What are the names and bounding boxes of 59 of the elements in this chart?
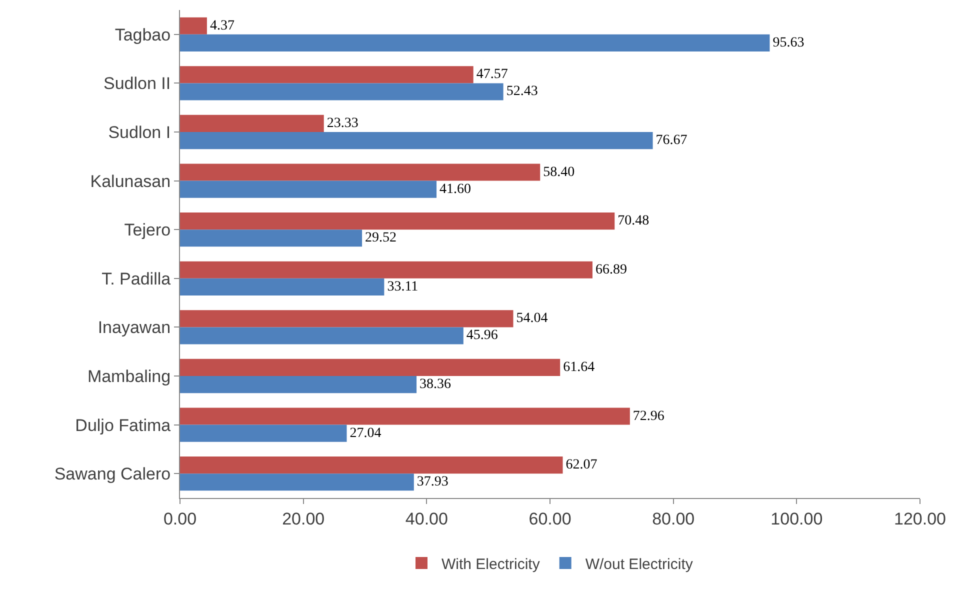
y-tick-label: T. Padilla (102, 269, 172, 288)
data-label: 54.04 (516, 311, 548, 326)
data-label: 72.96 (632, 408, 664, 424)
x-tick-label: 40.00 (405, 509, 448, 528)
bar (180, 261, 592, 278)
bar (180, 212, 615, 230)
y-tick-label: Tagbao (114, 25, 171, 44)
data-label: 23.33 (326, 116, 358, 131)
data-label: 52.43 (506, 84, 538, 100)
x-tick-label: 100.00 (770, 509, 823, 528)
data-label: 76.67 (656, 133, 688, 148)
bar (180, 310, 514, 328)
x-tick-label: 0.00 (163, 509, 197, 528)
bar (180, 230, 362, 247)
bar (180, 376, 417, 394)
data-label: 66.89 (595, 262, 627, 278)
data-label: 47.57 (476, 67, 508, 82)
data-label: 37.93 (416, 474, 448, 490)
x-tick-label: 60.00 (528, 509, 572, 528)
y-tick-label: Duljo Fatima (75, 416, 172, 435)
data-label: 95.63 (772, 35, 804, 50)
bar (180, 34, 770, 52)
data-label: 45.96 (466, 328, 498, 344)
bar (180, 83, 504, 100)
data-label: 41.60 (440, 182, 472, 197)
bar (180, 180, 437, 198)
data-label: 29.52 (365, 230, 397, 246)
bar (180, 114, 324, 132)
legend-label: With Electricity (442, 556, 540, 573)
y-tick-label: Sawang Calero (54, 464, 171, 484)
bar (180, 474, 414, 491)
y-tick-label: Kalunasan (90, 172, 171, 191)
legend-label: W/out Electricity (585, 556, 694, 573)
x-tick-label: 120.00 (894, 509, 946, 528)
y-tick-label: Mambaling (87, 366, 171, 386)
bar (180, 17, 207, 34)
bar (180, 358, 560, 376)
data-label: 58.40 (543, 164, 575, 180)
y-tick-label: Inayawan (98, 318, 171, 338)
data-label: 38.36 (420, 377, 452, 392)
data-label: 62.07 (566, 458, 598, 473)
x-tick-label: 20.00 (282, 509, 325, 528)
y-tick-label: Tejero (124, 220, 171, 240)
bar (180, 132, 653, 150)
bar (180, 327, 464, 344)
data-label: 27.04 (350, 426, 382, 441)
bar (180, 66, 474, 84)
bar (180, 278, 384, 296)
data-label: 33.11 (387, 279, 418, 294)
data-label: 61.64 (563, 360, 595, 375)
y-tick-label: Sudlon II (103, 74, 171, 94)
data-label: 4.37 (210, 18, 234, 34)
bar (180, 456, 563, 474)
bar (180, 424, 347, 442)
bar (180, 408, 630, 425)
data-label: 70.48 (618, 214, 650, 229)
bar (180, 164, 540, 181)
y-tick-label: Sudlon I (108, 122, 171, 142)
x-tick-label: 80.00 (652, 509, 695, 528)
